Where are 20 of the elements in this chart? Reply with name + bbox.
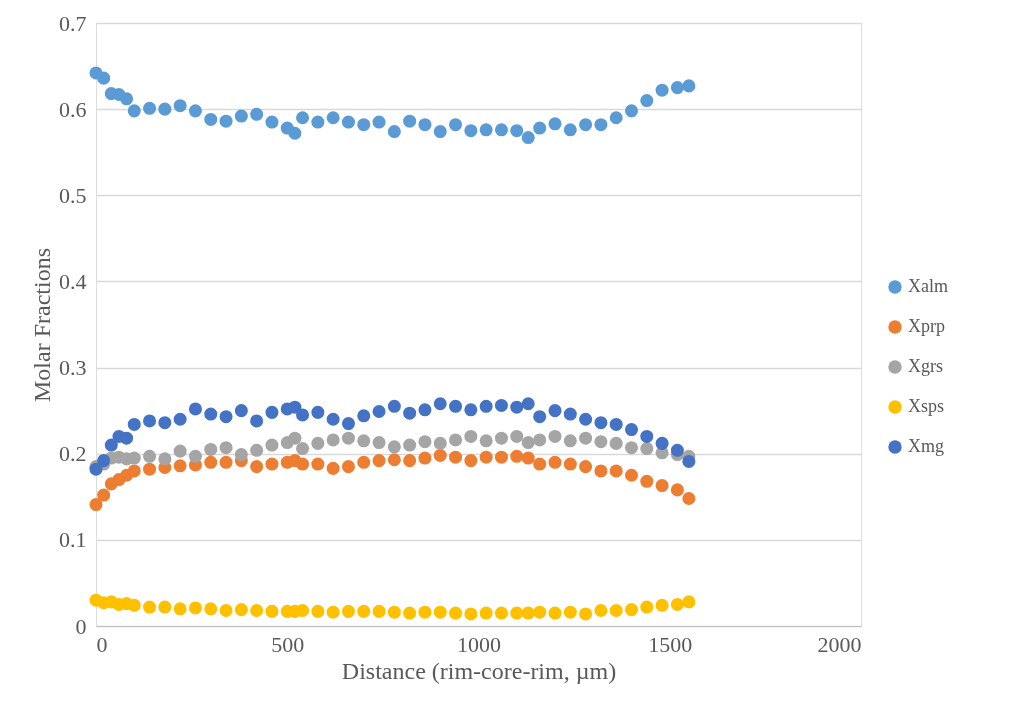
y-tick-label: 0.1: [59, 527, 87, 553]
y-tick-label: 0.3: [59, 355, 87, 381]
y-tick-label: 0.2: [59, 441, 87, 467]
y-tick-label: 0.5: [59, 182, 87, 208]
legend-label: Xsps: [908, 396, 945, 416]
y-tick-label: 0.6: [59, 96, 87, 122]
y-tick-label: 0.4: [59, 268, 87, 294]
y-tick-label: 0: [75, 613, 87, 639]
y-tick-label: 0.7: [59, 10, 87, 36]
legend-label: Xprp: [908, 316, 945, 336]
x-tick-label: 0: [96, 631, 108, 657]
legend-label: Xgrs: [908, 356, 943, 376]
x-tick-label: 1500: [648, 631, 693, 657]
x-axis-title: Distance (rim-core-rim, µm): [341, 657, 617, 684]
x-tick-label: 1000: [457, 631, 501, 657]
y-axis-title: Molar Fractions: [29, 248, 55, 402]
legend-label: Xmg: [908, 436, 944, 456]
x-tick-label: 2000: [817, 631, 862, 657]
legend-label: Xalm: [908, 276, 948, 296]
x-tick-label: 500: [271, 631, 305, 657]
